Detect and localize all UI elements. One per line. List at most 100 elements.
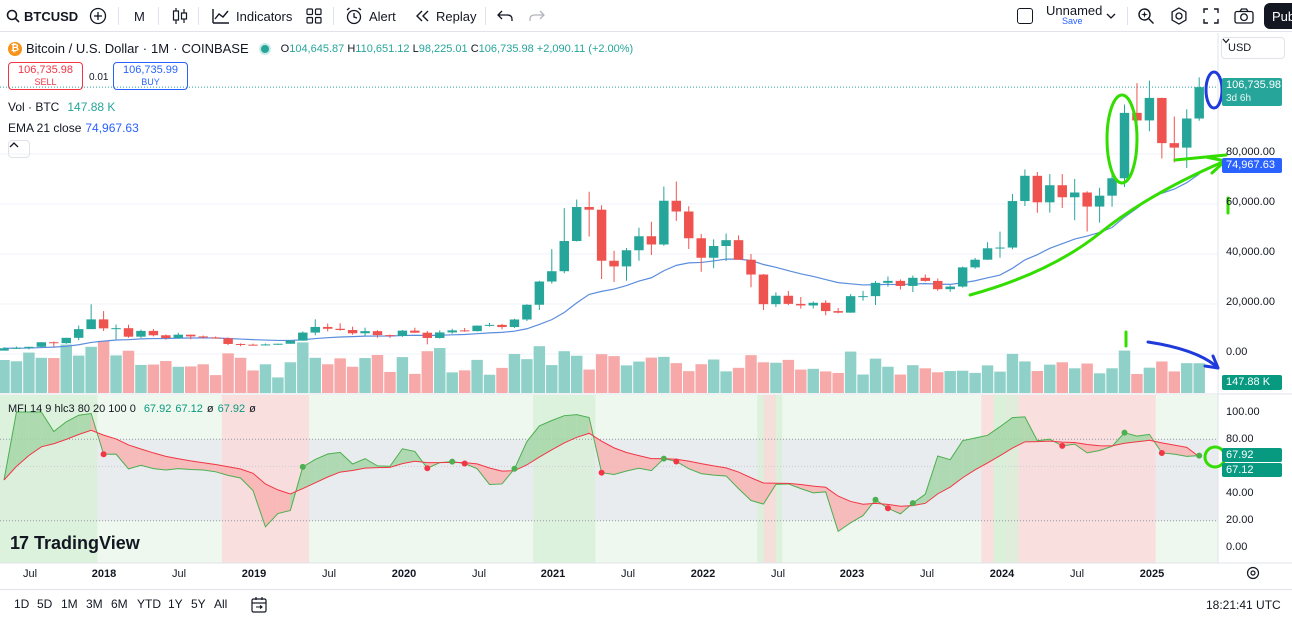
mfi-zone xyxy=(763,395,776,563)
layout-name-button[interactable]: Unnamed Save xyxy=(1046,0,1102,32)
candle-body xyxy=(696,238,706,258)
volume-bar xyxy=(932,372,944,393)
candle-body xyxy=(273,343,283,345)
volume-bar xyxy=(683,371,695,393)
candle-body xyxy=(260,344,271,346)
mfi-cross-dot xyxy=(660,455,667,462)
candle-body xyxy=(11,347,22,349)
range-all-button[interactable]: All xyxy=(214,597,228,611)
range-5y-button[interactable]: 5Y xyxy=(191,597,206,611)
volume-bar xyxy=(135,364,147,393)
publish-button[interactable]: Pub xyxy=(1264,3,1292,29)
candle-body xyxy=(397,330,408,336)
volume-bar xyxy=(1068,368,1081,393)
price-axis-label: 80,000.00 xyxy=(1226,146,1275,158)
range-5d-button[interactable]: 5D xyxy=(37,597,53,611)
mfi-empty-symbol: ø xyxy=(249,403,256,415)
candle-body xyxy=(298,332,308,341)
volume-bar xyxy=(197,364,209,393)
candle-body xyxy=(796,303,806,306)
redo-button[interactable] xyxy=(529,0,545,32)
volume-bar xyxy=(695,364,707,393)
time-axis-label: 2025 xyxy=(1139,568,1165,580)
replay-button[interactable]: Replay xyxy=(414,0,476,32)
currency-select[interactable]: USD xyxy=(1221,37,1285,59)
mfi-fill xyxy=(153,452,166,471)
buy-button[interactable]: 106,735.99 BUY xyxy=(113,62,188,90)
mfi-fill xyxy=(626,452,639,472)
market-open-icon xyxy=(260,44,269,53)
mfi-signal-line xyxy=(3,429,1200,507)
indicators-button[interactable]: Indicators xyxy=(212,0,292,32)
layout-checkbox-icon[interactable] xyxy=(1017,8,1033,24)
utc-clock[interactable]: 18:21:41 UTC xyxy=(1206,598,1281,612)
volume-legend[interactable]: Vol · BTC 147.88 K xyxy=(8,100,115,114)
candle-body xyxy=(186,334,196,337)
candle-body xyxy=(957,267,968,287)
time-axis-label: Jul xyxy=(321,568,337,580)
last-price-value: 106,735.98 xyxy=(1226,79,1282,91)
range-ytd-button[interactable]: YTD xyxy=(137,597,161,611)
interval-button[interactable]: M xyxy=(134,8,145,24)
mfi-signal-tag: 67.12 xyxy=(1222,463,1282,477)
fullscreen-icon xyxy=(1203,8,1219,24)
collapse-legend-button[interactable] xyxy=(8,140,30,158)
quick-search-button[interactable] xyxy=(1137,0,1155,32)
candle-body xyxy=(870,282,881,297)
mfi-cross-dot xyxy=(449,458,456,465)
sell-button[interactable]: 106,735.98 SELL xyxy=(8,62,83,90)
chart-canvas[interactable] xyxy=(0,33,1292,589)
candle-body xyxy=(1032,175,1043,203)
undo-button[interactable] xyxy=(497,0,513,32)
layout-menu-chevron[interactable] xyxy=(1106,0,1116,32)
volume-bar xyxy=(770,362,782,393)
chart-area[interactable]: ₿ Bitcoin / U.S. Dollar · 1M · COINBASE … xyxy=(0,33,1292,589)
ema-legend[interactable]: EMA 21 close 74,967.63 xyxy=(8,121,139,135)
volume-bar xyxy=(471,359,483,393)
volume-bar xyxy=(620,365,633,393)
volume-tag: 147.88 K xyxy=(1222,375,1282,390)
high-label: H xyxy=(347,42,356,55)
mfi-cross-dot xyxy=(909,500,916,507)
candle-body xyxy=(49,342,59,344)
range-6m-button[interactable]: 6M xyxy=(111,597,128,611)
fullscreen-button[interactable] xyxy=(1203,0,1219,32)
settings-button[interactable] xyxy=(1170,0,1188,32)
mfi-fill xyxy=(1161,442,1175,455)
buy-label: BUY xyxy=(141,77,160,87)
range-1d-button[interactable]: 1D xyxy=(14,597,30,611)
mfi-cross-dot xyxy=(1158,449,1165,456)
add-symbol-button[interactable] xyxy=(89,0,107,32)
candle-body xyxy=(161,335,171,339)
range-1y-button[interactable]: 1Y xyxy=(168,597,183,611)
volume-bar xyxy=(284,362,297,393)
mfi-fill xyxy=(253,473,266,527)
date-range-button[interactable] xyxy=(250,596,268,619)
volume-bar xyxy=(869,358,882,393)
range-1m-button[interactable]: 1M xyxy=(61,597,78,611)
layouts-button[interactable] xyxy=(306,0,322,32)
snapshot-button[interactable] xyxy=(1234,0,1254,32)
candle-body xyxy=(547,271,557,282)
sell-price: 106,735.98 xyxy=(17,64,74,76)
mfi-legend[interactable]: MFI 14 9 hlc3 80 20 100 0 67.92 67.12 ø … xyxy=(8,403,256,415)
mfi-fill xyxy=(66,415,79,440)
annotation-circle xyxy=(1105,93,1139,185)
range-3m-button[interactable]: 3M xyxy=(86,597,103,611)
timeframe-label: 1M xyxy=(151,41,170,56)
symbol-search-button[interactable]: BTCUSD xyxy=(6,0,78,32)
mfi-fill xyxy=(190,460,204,470)
chart-type-button[interactable] xyxy=(172,0,188,32)
volume-bar xyxy=(757,362,770,393)
mfi-fill xyxy=(203,462,216,472)
toolbar-divider xyxy=(333,7,334,25)
mfi-fill xyxy=(576,414,590,438)
mfi-fill xyxy=(950,440,963,488)
volume-bar xyxy=(570,355,583,393)
volume-bar xyxy=(185,366,197,393)
close-label: C xyxy=(470,42,479,55)
volume-bar xyxy=(521,359,533,393)
symbol-legend[interactable]: ₿ Bitcoin / U.S. Dollar · 1M · COINBASE … xyxy=(8,41,633,56)
alert-button[interactable]: Alert xyxy=(345,0,396,32)
volume-bar xyxy=(795,369,807,393)
